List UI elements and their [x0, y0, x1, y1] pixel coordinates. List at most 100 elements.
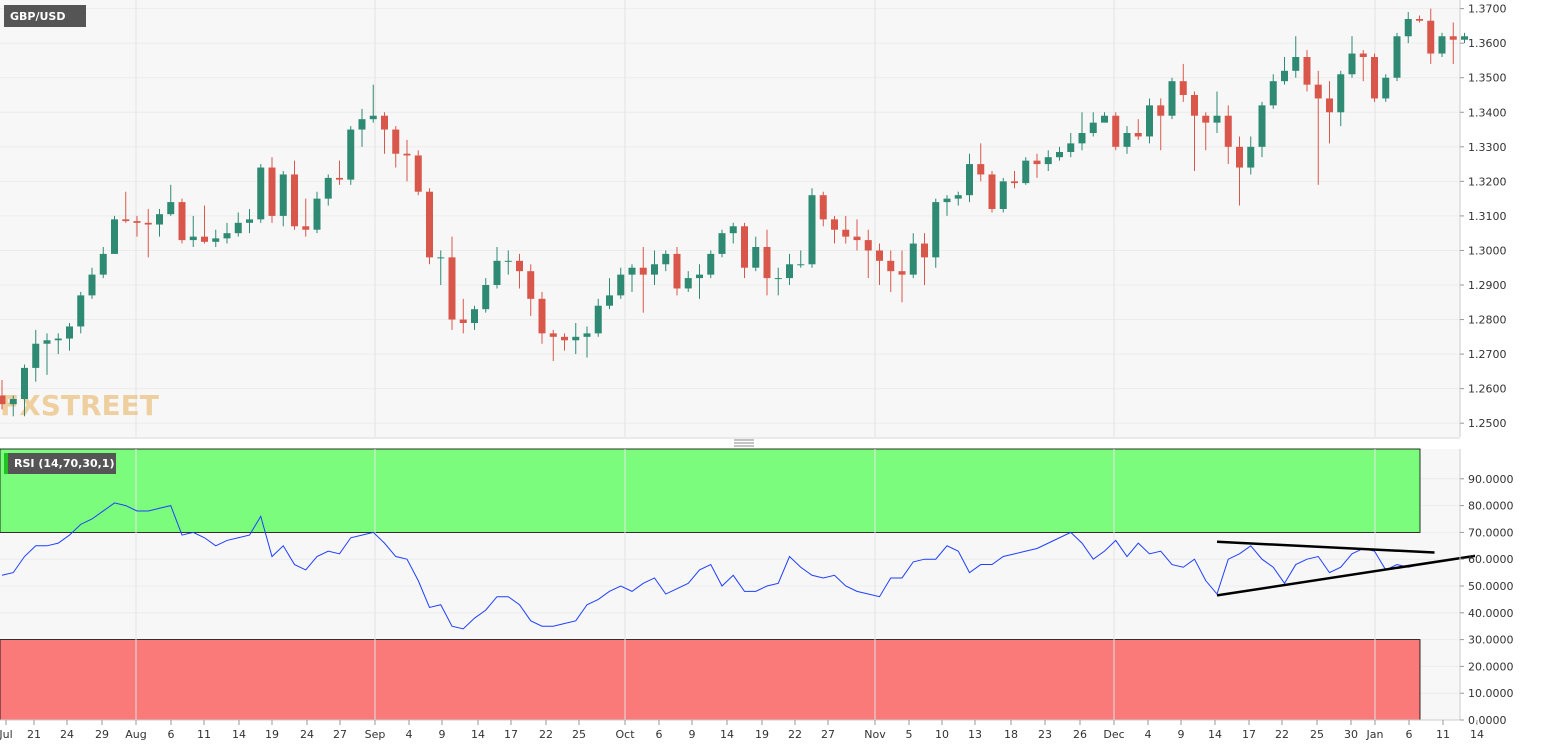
x-tick-label: Aug	[125, 728, 146, 741]
candle-body	[999, 181, 1007, 209]
candle-body	[201, 236, 208, 242]
candle-body	[1146, 105, 1153, 137]
candle-body	[1033, 160, 1041, 165]
candle	[54, 333, 62, 355]
candle	[1427, 8, 1435, 64]
candle	[639, 247, 647, 313]
candle-body	[212, 238, 220, 242]
candle	[786, 253, 793, 285]
candle-body	[538, 298, 546, 334]
candle	[898, 250, 906, 303]
candle	[403, 139, 411, 182]
candle-body	[268, 167, 276, 216]
candle	[617, 267, 625, 299]
x-tick-label: Jan	[1366, 728, 1384, 741]
candle	[696, 264, 703, 299]
candle-body	[1056, 152, 1063, 158]
candle	[1359, 50, 1367, 82]
rsi-tick-label: 10.0000	[1468, 687, 1514, 700]
candle	[876, 243, 883, 285]
candle	[381, 112, 388, 154]
trendline[interactable]	[1216, 554, 1476, 597]
x-tick-label: 22	[1275, 728, 1289, 741]
price-panel[interactable]: FXSTREET 1.37001.36001.35001.34001.33001…	[0, 0, 1507, 437]
trendline[interactable]	[1216, 540, 1435, 554]
candle-body	[898, 271, 906, 275]
overbought-zone	[0, 448, 1421, 533]
price-tick-label: 1.3000	[1468, 244, 1507, 257]
candle-body	[32, 343, 40, 368]
candle	[662, 250, 670, 272]
candle-body	[718, 233, 726, 254]
candle-body	[336, 177, 343, 180]
candle-body	[1292, 57, 1300, 71]
candle	[943, 195, 951, 216]
candle	[819, 191, 827, 227]
price-tick-label: 1.2900	[1468, 279, 1507, 292]
x-tick-label: 24	[60, 728, 74, 741]
candle	[1258, 101, 1266, 158]
rsi-tick-label: 50.0000	[1468, 580, 1514, 593]
candle	[1033, 153, 1041, 178]
x-tick-label: 18	[1004, 728, 1018, 741]
candle-body	[156, 214, 163, 225]
candle-body	[1011, 181, 1018, 184]
candle	[1303, 50, 1311, 92]
x-tick-label: 5	[906, 728, 913, 741]
candle	[606, 278, 613, 310]
candle-body	[1067, 143, 1075, 152]
candle-body	[943, 198, 951, 203]
candle-body	[246, 219, 253, 223]
candle-body	[572, 336, 580, 341]
candle	[853, 219, 861, 251]
candle	[999, 177, 1007, 213]
candle-body	[729, 226, 737, 234]
candle-body	[437, 257, 445, 259]
candle	[336, 160, 343, 185]
candle-body	[819, 195, 827, 220]
candle-body	[1022, 160, 1030, 184]
candle	[729, 222, 737, 244]
candle	[448, 236, 456, 330]
candle-body	[122, 219, 130, 222]
candle	[831, 215, 838, 244]
candle-body	[448, 257, 456, 320]
x-tick-label: 14	[232, 728, 246, 741]
x-tick-label: 30	[1344, 728, 1358, 741]
chart-title: GBP/USD	[10, 10, 65, 23]
x-tick-label: 25	[572, 728, 586, 741]
rsi-tick-label: 30.0000	[1468, 634, 1514, 647]
candle	[673, 247, 681, 296]
price-tick-label: 1.3400	[1468, 106, 1507, 119]
candle	[268, 157, 276, 223]
candle	[594, 298, 602, 337]
candle	[111, 215, 118, 254]
price-plot-area	[0, 0, 1460, 437]
candle-body	[392, 129, 400, 154]
candle-body	[1179, 81, 1187, 95]
candle	[797, 250, 805, 268]
candle	[808, 188, 816, 268]
candle-body	[234, 222, 242, 234]
candle-body	[1382, 77, 1390, 99]
candle-body	[842, 229, 850, 237]
candle-body	[977, 164, 985, 175]
candle	[1269, 74, 1277, 109]
x-tick-label: 4	[406, 728, 413, 741]
candle-body	[1348, 53, 1356, 75]
rsi-panel[interactable]: 90.0000 80.0000 70.0000 60.0000 50.0000 40.00…	[0, 448, 1514, 727]
candle	[1044, 150, 1052, 171]
candle-body	[1404, 19, 1412, 37]
x-tick-label: 19	[755, 728, 769, 741]
price-tick-label: 1.3100	[1468, 210, 1507, 223]
candle	[358, 108, 366, 147]
candle-body	[403, 153, 411, 156]
candle-body	[594, 305, 602, 334]
candle	[954, 191, 962, 206]
candle	[291, 160, 298, 230]
panel-divider-handle[interactable]	[0, 437, 1460, 447]
candle	[1078, 112, 1086, 151]
candle-body	[606, 295, 613, 306]
candle	[527, 264, 535, 317]
